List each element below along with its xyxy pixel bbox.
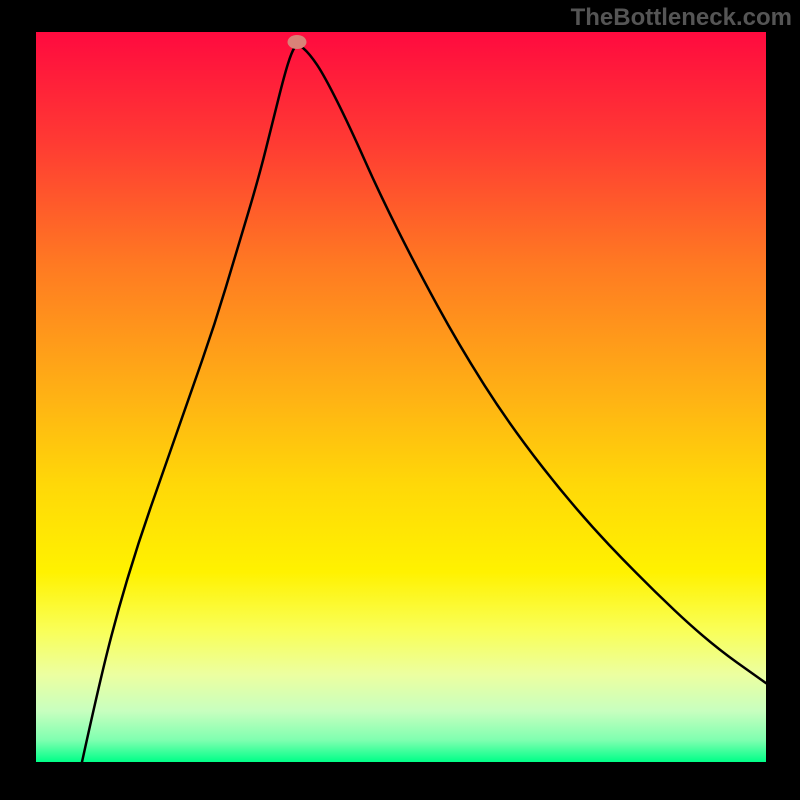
minimum-marker [288,35,307,49]
curve-svg [36,32,766,762]
plot-area [36,32,766,762]
chart-container: TheBottleneck.com [0,0,800,800]
watermark-text: TheBottleneck.com [571,4,792,32]
bottleneck-curve [82,45,766,762]
